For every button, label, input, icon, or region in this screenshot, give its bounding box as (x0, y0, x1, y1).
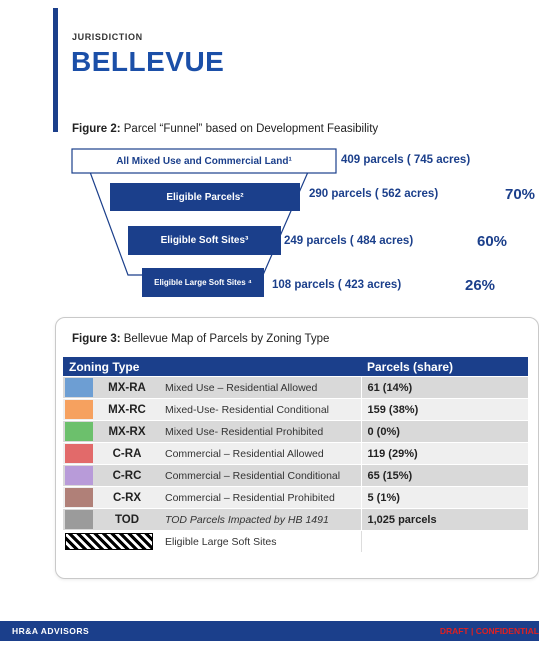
page-title: BELLEVUE (71, 46, 225, 77)
funnel-stage-4-label: Eligible Large Soft Sites ⁴ (154, 278, 252, 287)
figure2-caption: Figure 2: Parcel “Funnel” based on Devel… (72, 123, 378, 135)
zone-color-swatch (63, 398, 95, 421)
table-row-hatch: Eligible Large Soft Sites (63, 530, 528, 552)
zone-parcels-value: 65 (15%) (360, 464, 528, 487)
zone-parcels-value: 0 (0%) (360, 420, 528, 443)
funnel-stage-4-count: 108 parcels ( 423 acres) (272, 279, 402, 291)
footer-brand: HR&A ADVISORS (12, 626, 90, 636)
zone-parcels-value: 5 (1%) (360, 486, 528, 509)
zone-code: TOD (95, 508, 159, 531)
table-row: TOD TOD Parcels Impacted by HB 1491 1,025 … (63, 508, 528, 531)
zone-code: C-RC (95, 464, 159, 487)
table-row: C-RA Commercial – Residential Allowed 119 … (63, 442, 528, 465)
table-row: MX-RA Mixed Use – Residential Allowed 61 (… (63, 376, 528, 399)
hatch-pattern (65, 533, 153, 550)
zoning-type-header: Zoning Type (63, 357, 361, 377)
figure2-caption-text: Parcel “Funnel” based on Development Fea… (120, 123, 379, 135)
zone-color-swatch (63, 464, 95, 487)
swatch-fill (65, 466, 93, 485)
funnel-stage-3-label: Eligible Soft Sites³ (160, 235, 249, 246)
zone-color-swatch (63, 508, 95, 531)
funnel-stage-1-box (71, 148, 337, 174)
zone-description: Mixed-Use- Residential Conditional (159, 398, 361, 421)
zone-color-swatch (63, 376, 95, 399)
figure2-caption-number: Figure 2: (72, 123, 121, 135)
zone-code: MX-RC (95, 398, 159, 421)
figure3-caption-text: Bellevue Map of Parcels by Zoning Type (120, 333, 330, 345)
jurisdiction-label: JURISDICTION (72, 32, 143, 42)
footer-confidential: DRAFT | CONFIDENTIAL (439, 626, 539, 636)
figure3-caption: Figure 3: Bellevue Map of Parcels by Zon… (72, 333, 329, 345)
funnel-stage-2-box (110, 183, 300, 211)
funnel-stage-3-box (128, 226, 281, 255)
funnel-stage-2-label: Eligible Parcels² (166, 191, 244, 203)
parcels-share-header: Parcels (share) (361, 357, 528, 377)
swatch-fill (65, 488, 93, 507)
hatch-swatch (63, 530, 159, 552)
zone-code: MX-RX (95, 420, 159, 443)
zone-description: Mixed Use- Residential Prohibited (159, 420, 361, 443)
footer-bar: HR&A ADVISORS DRAFT | CONFIDENTIAL (0, 621, 539, 641)
zone-parcels-value: 159 (38%) (360, 398, 528, 421)
funnel-stage-3-count: 249 parcels ( 484 acres) (284, 235, 414, 247)
zone-description: Commercial – Residential Conditional (159, 464, 361, 487)
swatch-fill (65, 400, 93, 419)
swatch-fill (65, 378, 93, 397)
zoning-table: Zoning Type Parcels (share) MX-RA Mixed U… (63, 357, 528, 552)
zoning-table-header: Zoning Type Parcels (share) (63, 357, 528, 377)
figure3-caption-number: Figure 3: (72, 333, 121, 345)
funnel-stage-4-pct: 26% (465, 277, 496, 294)
hatch-value-cell (360, 530, 528, 552)
zone-color-swatch (63, 420, 95, 443)
table-row: MX-RX Mixed Use- Residential Prohibited 0 … (63, 420, 528, 443)
accent-bar (53, 8, 58, 132)
zone-description: Mixed Use – Residential Allowed (159, 376, 361, 399)
zone-description: Commercial – Residential Prohibited (159, 486, 361, 509)
zone-code: C-RA (95, 442, 159, 465)
zone-description: Commercial – Residential Allowed (159, 442, 361, 465)
zone-code: C-RX (95, 486, 159, 509)
table-row: C-RC Commercial – Residential Conditional… (63, 464, 528, 487)
hatch-description: Eligible Large Soft Sites (159, 530, 361, 552)
funnel-stage-2-count: 290 parcels ( 562 acres) (309, 188, 439, 200)
funnel-stage-1-label: All Mixed Use and Commercial Land¹ (116, 155, 292, 167)
table-row: MX-RC Mixed-Use- Residential Conditional 1… (63, 398, 528, 421)
swatch-fill (65, 444, 93, 463)
zone-parcels-value: 1,025 parcels (360, 508, 528, 531)
zoning-table-body: MX-RA Mixed Use – Residential Allowed 61 (… (63, 376, 528, 552)
zone-color-swatch (63, 486, 95, 509)
funnel-diagram (71, 148, 337, 297)
zone-description: TOD Parcels Impacted by HB 1491 (159, 508, 361, 531)
funnel-stage-2-pct: 70% (505, 186, 536, 203)
swatch-fill (65, 422, 93, 441)
table-row: C-RX Commercial – Residential Prohibited 5… (63, 486, 528, 509)
funnel-stage-1-count: 409 parcels ( 745 acres) (341, 154, 471, 166)
zone-color-swatch (63, 442, 95, 465)
zone-code: MX-RA (95, 376, 159, 399)
funnel-stage-3-pct: 60% (477, 233, 508, 250)
swatch-fill (65, 510, 93, 529)
zone-parcels-value: 61 (14%) (360, 376, 528, 399)
zone-parcels-value: 119 (29%) (360, 442, 528, 465)
funnel-stage-4-box (142, 268, 264, 297)
